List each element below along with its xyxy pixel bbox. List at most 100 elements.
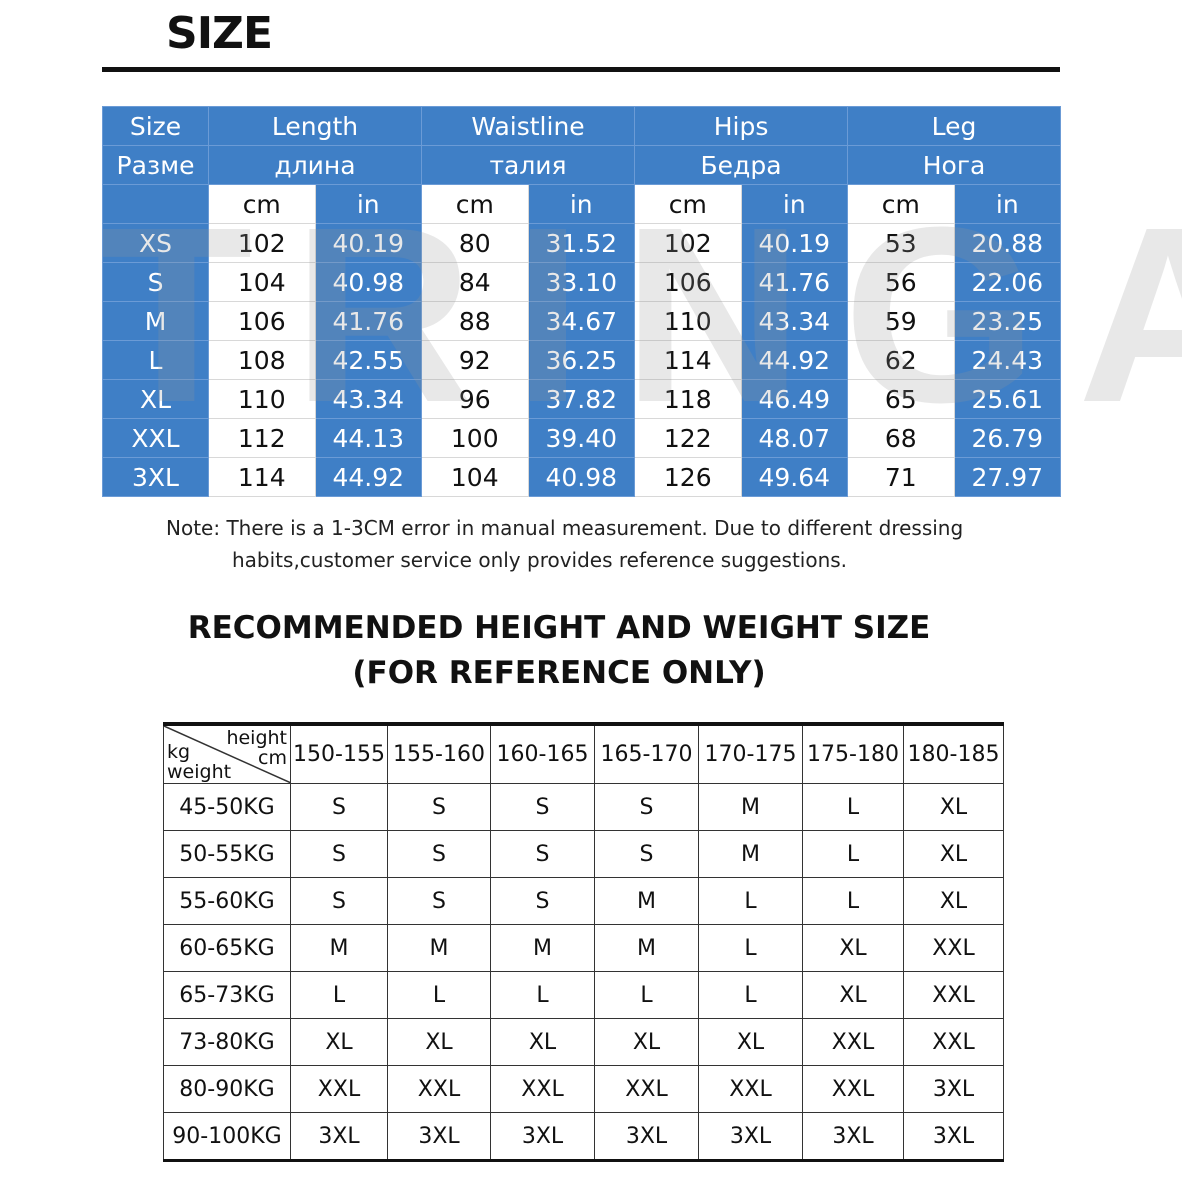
unit-cell-empty: [102, 184, 209, 224]
size-cell: 3XL: [698, 1112, 803, 1161]
height-header: 160-165: [490, 723, 595, 784]
weight-cell: 90-100KG: [163, 1112, 291, 1161]
size-value: 53: [847, 223, 955, 263]
header-cell: Leg: [847, 106, 1062, 146]
size-value: 44.92: [740, 340, 849, 380]
size-value: 59: [847, 301, 955, 341]
size-value: 114: [634, 340, 742, 380]
size-value: 56: [847, 262, 955, 302]
size-cell: XL: [802, 924, 904, 972]
size-cell: M: [698, 783, 803, 831]
size-cell: XL: [903, 783, 1004, 831]
size-cell: S: [290, 830, 388, 878]
size-cell: XXL: [802, 1018, 904, 1066]
size-value: 126: [634, 457, 742, 497]
size-cell: S: [290, 783, 388, 831]
weight-cell: 73-80KG: [163, 1018, 291, 1066]
size-value: 71: [847, 457, 955, 497]
header-row-ru: Разме длина талия Бедра Нога: [102, 145, 1062, 185]
table-row: 50-55KG S S S S M L XL: [163, 830, 1004, 878]
table-row: 73-80KG XL XL XL XL XL XXL XXL: [163, 1018, 1004, 1066]
table-row: XXL 112 44.13 100 39.40 122 48.07 68 26.79: [102, 418, 1062, 458]
size-cell: S: [594, 830, 699, 878]
size-label: XS: [102, 223, 209, 263]
size-cell: L: [698, 971, 803, 1019]
size-value: 122: [634, 418, 742, 458]
size-value: 112: [208, 418, 316, 458]
size-value: 26.79: [953, 418, 1062, 458]
size-value: 46.49: [740, 379, 849, 419]
size-cell: S: [490, 877, 595, 925]
weight-cell: 65-73KG: [163, 971, 291, 1019]
size-value: 84: [421, 262, 529, 302]
header-cell: талия: [421, 145, 636, 185]
size-value: 43.34: [740, 301, 849, 341]
size-value: 114: [208, 457, 316, 497]
size-value: 110: [208, 379, 316, 419]
header-cell: Бедра: [634, 145, 849, 185]
table-row: XL 110 43.34 96 37.82 118 46.49 65 25.61: [102, 379, 1062, 419]
unit-cell-cm: cm: [634, 184, 742, 224]
diagonal-line: [164, 726, 291, 783]
size-cell: XXL: [387, 1065, 491, 1113]
size-value: 25.61: [953, 379, 1062, 419]
size-value: 100: [421, 418, 529, 458]
size-value: 68: [847, 418, 955, 458]
size-cell: L: [802, 830, 904, 878]
size-cell: XXL: [903, 924, 1004, 972]
size-cell: XL: [903, 830, 1004, 878]
size-cell: L: [802, 783, 904, 831]
size-value: 104: [421, 457, 529, 497]
kg-text: kg: [167, 741, 191, 763]
size-cell: L: [387, 971, 491, 1019]
size-cell: 3XL: [290, 1112, 388, 1161]
size-cell: XXL: [594, 1065, 699, 1113]
unit-row: cm in cm in cm in cm in: [102, 184, 1062, 224]
size-label: L: [102, 340, 209, 380]
size-cell: 3XL: [903, 1112, 1004, 1161]
size-cell: L: [490, 971, 595, 1019]
height-header: 170-175: [698, 723, 803, 784]
size-value: 33.10: [527, 262, 636, 302]
size-value: 34.67: [527, 301, 636, 341]
table-row: 60-65KG M M M M L XL XXL: [163, 924, 1004, 972]
size-cell: S: [387, 783, 491, 831]
weight-cell: 60-65KG: [163, 924, 291, 972]
size-value: 40.19: [314, 223, 423, 263]
height-header: 165-170: [594, 723, 699, 784]
size-value: 27.97: [953, 457, 1062, 497]
note-line-2: habits,customer service only provides re…: [232, 548, 848, 572]
header-cell: Length: [207, 106, 423, 146]
unit-cell-in: in: [953, 184, 1062, 224]
size-value: 31.52: [527, 223, 636, 263]
size-value: 41.76: [314, 301, 423, 341]
recommend-subtitle: (FOR REFERENCE ONLY): [352, 655, 766, 691]
size-value: 118: [634, 379, 742, 419]
size-value: 42.55: [314, 340, 423, 380]
height-label: height cm: [226, 728, 287, 768]
size-cell: L: [698, 877, 803, 925]
header-row: height cm kg weight 150-155 155-160 160-165 165…: [163, 723, 1004, 784]
size-cell: XXL: [698, 1065, 803, 1113]
table-row: M 106 41.76 88 34.67 110 43.34 59 23.25: [102, 301, 1062, 341]
size-value: 49.64: [740, 457, 849, 497]
size-value: 36.25: [527, 340, 636, 380]
height-header: 180-185: [903, 723, 1004, 784]
size-value: 96: [421, 379, 529, 419]
note-line-1: Note: There is a 1-3CM error in manual m…: [166, 516, 964, 540]
size-cell: M: [387, 924, 491, 972]
size-cell: L: [290, 971, 388, 1019]
size-value: 80: [421, 223, 529, 263]
page-title: SIZE: [166, 8, 273, 59]
unit-cell-in: in: [740, 184, 849, 224]
size-cell: S: [387, 877, 491, 925]
header-cell: Разме: [102, 145, 209, 185]
size-cell: XXL: [903, 971, 1004, 1019]
size-value: 92: [421, 340, 529, 380]
size-value: 88: [421, 301, 529, 341]
table-row: 3XL 114 44.92 104 40.98 126 49.64 71 27.97: [102, 457, 1062, 497]
size-value: 40.98: [527, 457, 636, 497]
header-row-en: Size Length Waistline Hips Leg: [102, 106, 1062, 146]
size-value: 62: [847, 340, 955, 380]
size-value: 41.76: [740, 262, 849, 302]
